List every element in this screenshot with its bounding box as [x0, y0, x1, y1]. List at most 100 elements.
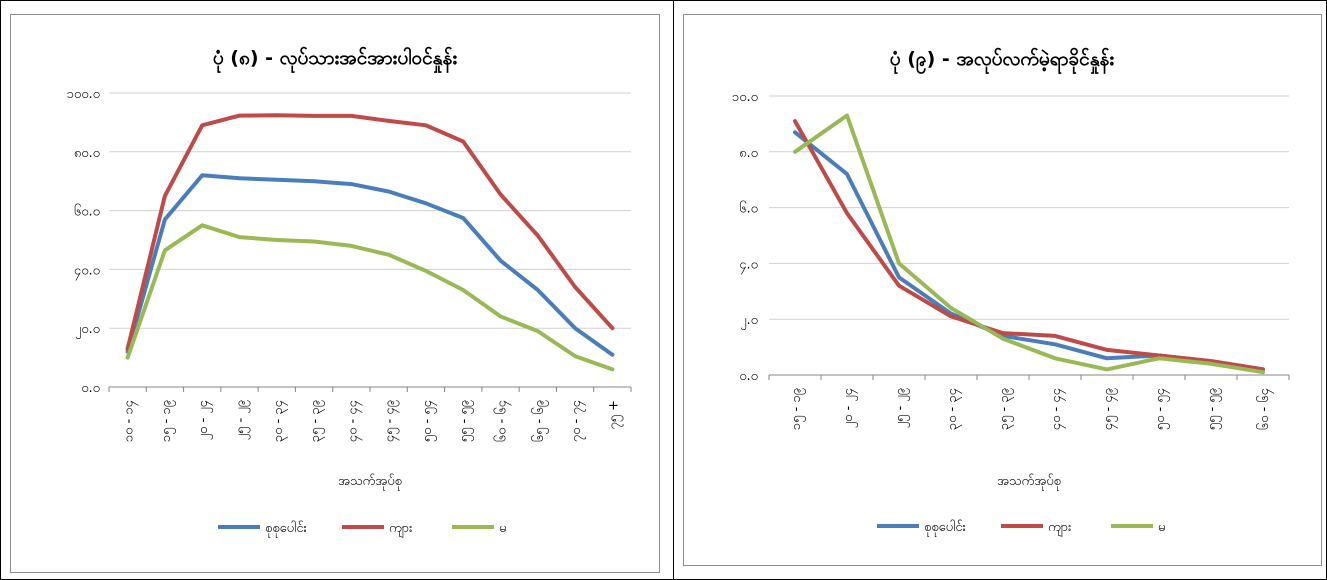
unemployment-rate-svg: ပုံ (၉) - အလုပ်လက်မဲ့ရာခိုင်နှုန်း၀.၀ ၂.၀… — [732, 46, 1290, 537]
x-tick-label: ၆၀ - ၆၄ — [494, 399, 512, 442]
data-point-series-2 — [845, 113, 849, 118]
x-tick-label: ၄၅ - ၄၉ — [1101, 388, 1118, 430]
data-point-series-2 — [200, 223, 204, 227]
legend-label: မ — [1158, 520, 1165, 535]
x-tick-label: ၅၀ - ၅၄ — [1153, 387, 1170, 430]
data-point-series-1 — [1001, 331, 1005, 335]
data-point-series-2 — [349, 244, 353, 248]
chart-title: ပုံ (၉) - အလုပ်လက်မဲ့ရာခိုင်နှုန်း — [890, 46, 1115, 75]
data-point-series-0 — [275, 178, 279, 182]
data-point-series-0 — [349, 182, 353, 186]
y-tick-label: ၂.၀ — [740, 313, 758, 330]
legend-label: ကျား — [1048, 520, 1071, 537]
x-tick-label: ၃၅ - ၃၉ — [308, 400, 325, 442]
x-tick-label: ၅၅ - ၅၉ — [457, 400, 474, 442]
x-tick-label: ၄၀ - ၄၄ — [1049, 387, 1066, 430]
x-tick-label: ၂၅ - ၂၉ — [893, 388, 910, 428]
x-tick-label: ၄၀ - ၄၄ — [345, 399, 362, 442]
data-point-series-0 — [461, 216, 465, 220]
y-tick-label: ၈၀.၀ — [74, 146, 100, 161]
data-point-series-1 — [949, 314, 953, 319]
data-point-series-0 — [610, 353, 614, 357]
y-tick-label: ၄.၀ — [739, 257, 758, 274]
data-point-series-1 — [793, 119, 797, 123]
data-point-series-2 — [1053, 356, 1057, 360]
data-point-series-1 — [312, 114, 316, 118]
data-point-series-0 — [1105, 356, 1109, 360]
data-point-series-2 — [312, 239, 316, 244]
data-point-series-2 — [610, 367, 614, 371]
legend-label: စုစုပေါင်း — [924, 519, 966, 537]
data-point-series-2 — [126, 356, 130, 360]
y-tick-label: ၈.၀ — [739, 146, 758, 161]
data-point-series-0 — [387, 189, 391, 194]
x-tick-label: ၄၅ - ၄၉ — [383, 400, 400, 442]
data-point-series-2 — [793, 150, 797, 154]
data-point-series-2 — [949, 306, 953, 310]
x-axis-title: အသက်အုပ်စု — [338, 473, 402, 491]
data-point-series-2 — [573, 354, 577, 358]
y-tick-label: ၁၀၀.၀ — [67, 87, 100, 102]
legend-label: စုစုပေါင်း — [265, 520, 307, 538]
data-point-series-0 — [793, 130, 797, 134]
data-point-series-0 — [897, 275, 901, 279]
data-point-series-2 — [1261, 370, 1265, 374]
x-tick-label: ၅၀ - ၅၄ — [420, 399, 437, 442]
data-point-series-2 — [1001, 337, 1005, 341]
x-tick-label: ၃၅ - ၃၉ — [997, 388, 1014, 430]
series-line-2 — [793, 113, 1265, 375]
data-point-series-1 — [200, 123, 204, 127]
data-point-series-1 — [237, 114, 242, 118]
series-line-0 — [125, 173, 615, 357]
data-point-series-2 — [237, 235, 242, 239]
data-point-series-1 — [573, 285, 577, 289]
data-point-series-2 — [1157, 356, 1161, 360]
x-tick-label: ၂၀ - ၂၄ — [196, 399, 213, 440]
x-tick-label: ၆၅ - ၆၉ — [531, 400, 549, 442]
data-point-series-1 — [1157, 353, 1161, 358]
y-tick-label: ၁၀.၀ — [732, 90, 758, 105]
x-tick-label: ၁၅ - ၁၉ — [159, 400, 176, 442]
x-tick-label: ၆၀ - ၆၄ — [1256, 387, 1274, 430]
data-point-series-0 — [498, 258, 503, 263]
y-tick-label: ၀.၀ — [81, 381, 100, 396]
data-point-series-2 — [897, 261, 901, 265]
legend-label: မ — [499, 521, 506, 536]
data-point-series-0 — [845, 172, 849, 176]
y-tick-label: ၂၀.၀ — [75, 322, 100, 339]
page-divider — [673, 0, 674, 580]
data-point-series-2 — [1105, 367, 1109, 372]
x-tick-label: ၇၅ + — [606, 400, 623, 430]
chart-title: ပုံ (၈) - လုပ်သားအင်အားပါဝင်နှုန်း — [213, 45, 457, 74]
labor-force-participation-svg: ပုံ (၈) - လုပ်သားအင်အားပါဝင်နှုန်း၀.၀ ၂၀.… — [67, 45, 632, 538]
data-point-series-2 — [498, 314, 503, 319]
x-tick-label: ၃၀ - ၃၄ — [945, 387, 962, 430]
data-point-series-2 — [163, 248, 167, 252]
data-point-series-2 — [461, 288, 465, 292]
data-point-series-1 — [461, 139, 465, 144]
data-point-series-1 — [498, 192, 503, 197]
data-point-series-0 — [536, 288, 540, 292]
series-line-1 — [125, 113, 615, 351]
data-point-series-2 — [387, 253, 391, 257]
series-line-2 — [125, 223, 615, 372]
x-tick-label: ၂၅ - ၂၉ — [234, 400, 251, 440]
labor-force-participation-chart: ပုံ (၈) - လုပ်သားအင်အားပါဝင်နှုန်း၀.၀ ၂၀.… — [10, 14, 660, 573]
data-point-series-2 — [424, 269, 428, 273]
data-point-series-2 — [536, 329, 540, 333]
x-tick-label: ၇၀ - ၇၄ — [569, 399, 586, 442]
x-axis-title: အသက်အုပ်စု — [997, 473, 1061, 491]
y-tick-label: ၄၀.၀ — [74, 263, 100, 280]
x-tick-label: ၁၀ - ၁၄ — [122, 399, 139, 442]
data-point-series-0 — [163, 217, 167, 222]
data-point-series-1 — [845, 211, 849, 215]
data-point-series-1 — [897, 284, 901, 288]
data-point-series-1 — [387, 119, 391, 123]
y-tick-label: ၆.၀ — [739, 201, 758, 217]
unemployment-rate-chart: ပုံ (၉) - အလုပ်လက်မဲ့ရာခိုင်နှုန်း ၀.၀ ၂.၀… — [683, 14, 1322, 566]
data-point-series-1 — [610, 326, 614, 330]
data-point-series-2 — [275, 238, 279, 242]
data-point-series-2 — [1209, 362, 1213, 366]
data-point-series-0 — [200, 173, 204, 177]
data-point-series-1 — [349, 114, 353, 118]
